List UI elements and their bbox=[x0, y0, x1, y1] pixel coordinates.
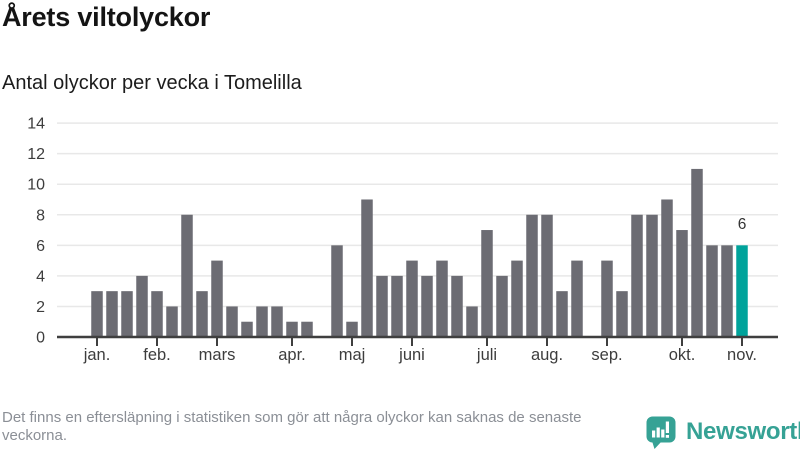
bar bbox=[541, 214, 553, 337]
y-axis-tick-label: 14 bbox=[27, 116, 45, 133]
bar bbox=[646, 214, 658, 337]
y-axis-tick-label: 0 bbox=[36, 330, 45, 347]
bar bbox=[106, 291, 118, 337]
x-axis-tick-label: okt. bbox=[669, 346, 696, 364]
bar bbox=[481, 230, 493, 337]
bar bbox=[391, 275, 403, 337]
x-axis-tick-label: juni bbox=[398, 346, 425, 364]
bar bbox=[706, 245, 718, 337]
x-axis-tick-label: maj bbox=[339, 346, 366, 364]
bar bbox=[196, 291, 208, 337]
bar bbox=[721, 245, 733, 337]
bar bbox=[166, 306, 178, 337]
bar bbox=[511, 260, 523, 337]
page-title: Årets viltolyckor bbox=[2, 2, 211, 32]
bar bbox=[271, 306, 283, 337]
bar bbox=[601, 260, 613, 337]
bar bbox=[181, 214, 193, 337]
newsworthy-logo-icon bbox=[646, 416, 676, 449]
bar bbox=[211, 260, 223, 337]
bar bbox=[406, 260, 418, 337]
y-axis-tick-label: 10 bbox=[27, 177, 45, 194]
y-axis-tick-label: 8 bbox=[36, 207, 45, 224]
bar bbox=[436, 260, 448, 337]
y-axis-tick-label: 6 bbox=[36, 238, 45, 255]
bar bbox=[661, 199, 673, 337]
bar-value-label: 6 bbox=[738, 216, 747, 233]
x-axis-tick-label: feb. bbox=[143, 346, 171, 364]
x-axis-tick-label: jan. bbox=[83, 346, 111, 364]
y-axis-tick-label: 2 bbox=[36, 299, 45, 316]
highlighted-bar bbox=[736, 245, 748, 337]
bar bbox=[571, 260, 583, 337]
bar bbox=[526, 214, 538, 337]
x-axis-tick-label: nov. bbox=[727, 346, 757, 364]
x-axis-tick-label: sep. bbox=[591, 346, 622, 364]
bar bbox=[136, 275, 148, 337]
bar bbox=[556, 291, 568, 337]
bar bbox=[496, 275, 508, 337]
chart-subtitle: Antal olyckor per vecka i Tomelilla bbox=[2, 72, 302, 94]
newsworthy-logo-text: Newsworthy bbox=[686, 418, 800, 445]
bar bbox=[451, 275, 463, 337]
bar bbox=[676, 230, 688, 337]
y-axis-tick-label: 4 bbox=[36, 268, 45, 285]
newsworthy-logo: Newsworthy bbox=[646, 415, 800, 449]
bar bbox=[256, 306, 268, 337]
bar bbox=[421, 275, 433, 337]
x-axis-tick-label: juli bbox=[476, 346, 497, 364]
bar bbox=[691, 168, 703, 337]
y-axis-tick-label: 12 bbox=[27, 146, 45, 163]
bar bbox=[331, 245, 343, 337]
bar-chart: 0 2 4 6 8 10 12 14 jan. feb. mars apr. maj juni juli au… bbox=[27, 116, 778, 364]
bar bbox=[286, 321, 298, 337]
x-axis-tick-label: apr. bbox=[278, 346, 306, 364]
x-axis-tick-label: aug. bbox=[531, 346, 563, 364]
bar bbox=[91, 291, 103, 337]
bar bbox=[361, 199, 373, 337]
bar bbox=[301, 321, 313, 337]
bar bbox=[346, 321, 358, 337]
bar bbox=[631, 214, 643, 337]
bar bbox=[121, 291, 133, 337]
x-axis-tick-label: mars bbox=[199, 346, 236, 364]
bar bbox=[241, 321, 253, 337]
bar bbox=[151, 291, 163, 337]
bar bbox=[616, 291, 628, 337]
bar bbox=[466, 306, 478, 337]
bar bbox=[226, 306, 238, 337]
footer-disclaimer: Det finns en eftersläpning i statistiken… bbox=[2, 409, 582, 444]
bar bbox=[376, 275, 388, 337]
